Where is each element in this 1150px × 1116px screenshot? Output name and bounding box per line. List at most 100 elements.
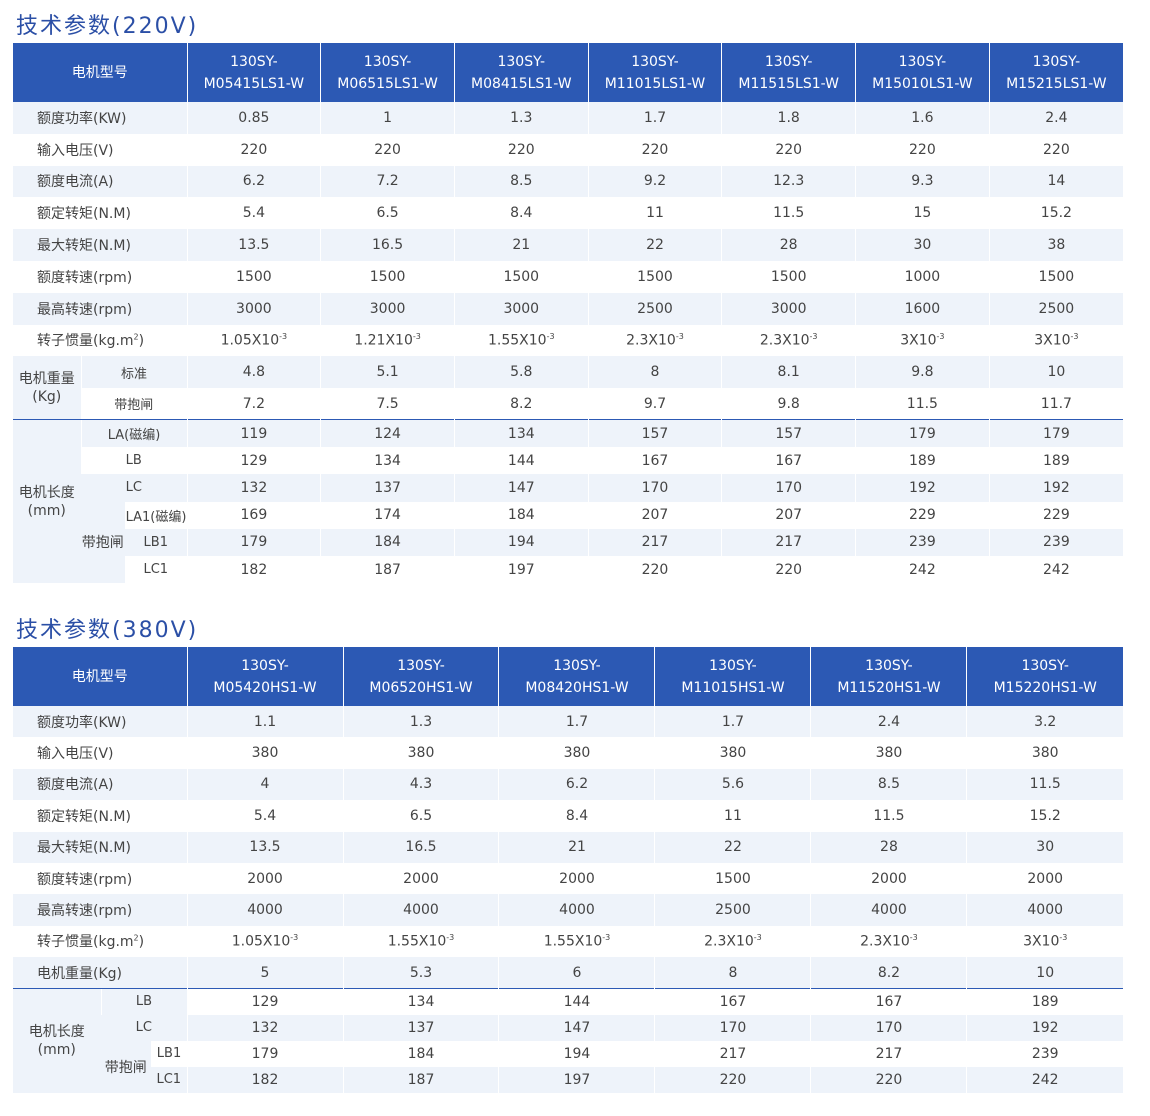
row-label: 额定转矩(N.M) bbox=[13, 800, 188, 832]
inertia-value: 3X10-3 bbox=[966, 925, 1123, 958]
cell-value: 1500 bbox=[654, 862, 811, 895]
model-code: M06520HS1-W bbox=[369, 679, 473, 696]
inertia-mantissa: 2.3X10 bbox=[704, 933, 754, 950]
cell-value: 179 bbox=[988, 419, 1123, 448]
model-prefix: 130SY- bbox=[1032, 53, 1081, 70]
cell-value: 187 bbox=[320, 555, 455, 584]
spec-row: 额度功率(KW) 1.1 1.3 1.7 1.7 2.4 3.2 bbox=[13, 706, 1123, 738]
inertia-mantissa: 1.21X10 bbox=[354, 332, 413, 349]
cell-value: 5.4 bbox=[186, 800, 343, 832]
model-prefix: 130SY- bbox=[363, 53, 412, 70]
cell-value: 242 bbox=[855, 555, 990, 584]
cell-value: 5.4 bbox=[186, 197, 321, 230]
cell-value: 239 bbox=[855, 528, 990, 556]
length-row: LB1 179 184 194 217 217 239 239 bbox=[13, 528, 1123, 556]
cell-value: 11.5 bbox=[810, 800, 967, 832]
cell-value: 242 bbox=[988, 555, 1123, 584]
inertia-mantissa: 2.3X10 bbox=[626, 332, 676, 349]
cell-value: 22 bbox=[654, 831, 811, 863]
cell-value: 2000 bbox=[186, 862, 343, 895]
cell-value: 3000 bbox=[721, 292, 856, 325]
length-sub-label: LC1 bbox=[125, 555, 188, 584]
inertia-value: 2.3X10-3 bbox=[721, 324, 856, 357]
cell-value: 8 bbox=[587, 356, 722, 389]
cell-value: 184 bbox=[453, 501, 589, 529]
brake-group-label: 带抱闸 bbox=[81, 501, 125, 584]
cell-value: 7.2 bbox=[320, 165, 455, 198]
cell-value: 184 bbox=[342, 1040, 499, 1067]
model-prefix: 130SY- bbox=[898, 53, 947, 70]
length-sub-label: LB bbox=[100, 988, 188, 1015]
length-row: LC 132 137 147 170 170 192 192 bbox=[13, 474, 1123, 502]
cell-value: 182 bbox=[186, 555, 321, 584]
spec-row: 额度转速(rpm) 1500 1500 1500 1500 1500 1000 1500 bbox=[13, 260, 1123, 293]
cell-value: 167 bbox=[654, 988, 811, 1015]
inertia-label-sup: 2 bbox=[133, 933, 139, 943]
cell-value: 8.1 bbox=[721, 356, 856, 389]
length-sub-label: LB bbox=[81, 447, 188, 475]
inertia-label-end: ) bbox=[138, 934, 145, 951]
cell-value: 1.3 bbox=[453, 102, 589, 134]
row-label: 额度功率(KW) bbox=[13, 102, 188, 134]
cell-value: 8.2 bbox=[810, 957, 967, 989]
cell-value: 169 bbox=[186, 501, 321, 529]
spec-row: 最大转矩(N.M) 13.5 16.5 21 22 28 30 bbox=[13, 831, 1123, 863]
cell-value: 21 bbox=[453, 229, 589, 261]
cell-value: 5 bbox=[186, 957, 343, 989]
cell-value: 5.3 bbox=[342, 957, 499, 989]
row-label: 额度转速(rpm) bbox=[13, 862, 188, 895]
inertia-mantissa: 2.3X10 bbox=[759, 332, 810, 349]
cell-value: 11.7 bbox=[988, 388, 1123, 420]
header-row: 电机型号 130SY- M05420HS1-W 130SY- M06520HS1-W 13… bbox=[13, 647, 1123, 706]
length-sub-label: LC1 bbox=[151, 1066, 188, 1093]
cell-value: 6.5 bbox=[342, 800, 499, 832]
cell-value: 9.2 bbox=[587, 165, 722, 198]
cell-value: 220 bbox=[810, 1066, 967, 1093]
cell-value: 11.5 bbox=[966, 768, 1123, 801]
length-row: 电机长度 (mm) LA(磁编) 119 124 134 157 157 179 179 bbox=[13, 419, 1123, 584]
cell-value: 2000 bbox=[498, 862, 655, 895]
cell-value: 10 bbox=[966, 957, 1123, 989]
length-row: 电机长度 (mm) LB 129 134 144 167 167 189 bbox=[13, 988, 1123, 1093]
cell-value: 8 bbox=[654, 957, 811, 989]
cell-value: 220 bbox=[721, 555, 856, 584]
weight-row: 带抱闸 7.2 7.5 8.2 9.7 9.8 11.5 11.7 bbox=[13, 388, 1123, 420]
cell-value: 220 bbox=[587, 555, 722, 584]
cell-value: 380 bbox=[342, 737, 499, 769]
length-row: LB 129 134 144 167 167 189 189 bbox=[13, 447, 1123, 475]
row-label: 最大转矩(N.M) bbox=[13, 831, 188, 863]
cell-value: 137 bbox=[342, 1014, 499, 1041]
inertia-value: 3X10-3 bbox=[988, 324, 1123, 357]
cell-value: 220 bbox=[855, 133, 990, 166]
spec-row: 额定转矩(N.M) 5.4 6.5 8.4 11 11.5 15 15.2 bbox=[13, 197, 1123, 230]
cell-value: 2000 bbox=[342, 862, 499, 895]
cell-value: 15.2 bbox=[988, 197, 1123, 230]
length-row: LC1 182 187 197 220 220 242 bbox=[13, 1066, 1123, 1093]
cell-value: 124 bbox=[320, 419, 455, 448]
row-label: 最高转速(rpm) bbox=[13, 292, 188, 325]
length-sub-label: LA1(磁编) bbox=[124, 501, 188, 529]
row-label: 最高转速(rpm) bbox=[13, 894, 188, 926]
spec-table-220v: 电机型号 130SY- M05415LS1-W 130SY- M06515LS1-W 13… bbox=[13, 43, 1123, 584]
cell-value: 239 bbox=[966, 1040, 1123, 1067]
spec-table-380v: 电机型号 130SY- M05420HS1-W 130SY- M06520HS1-W 13… bbox=[13, 647, 1123, 1093]
length-group: 电机长度 bbox=[28, 1023, 85, 1040]
cell-value: 11 bbox=[654, 800, 811, 832]
cell-value: 0.85 bbox=[186, 102, 321, 134]
cell-value: 179 bbox=[186, 1040, 343, 1067]
model-header: 130SY- M06520HS1-W bbox=[342, 647, 499, 706]
cell-value: 134 bbox=[342, 988, 499, 1015]
cell-value: 207 bbox=[587, 501, 722, 529]
cell-value: 1500 bbox=[320, 260, 455, 293]
cell-value: 3000 bbox=[320, 292, 455, 325]
inertia-value: 1.55X10-3 bbox=[453, 324, 589, 357]
cell-value: 197 bbox=[453, 555, 589, 584]
cell-value: 137 bbox=[320, 474, 455, 502]
cell-value: 144 bbox=[453, 447, 589, 475]
inertia-value: 1.05X10-3 bbox=[186, 324, 321, 357]
cell-value: 217 bbox=[587, 528, 722, 556]
cell-value: 239 bbox=[988, 528, 1123, 556]
cell-value: 2.4 bbox=[988, 102, 1123, 134]
cell-value: 242 bbox=[966, 1066, 1123, 1093]
cell-value: 220 bbox=[988, 133, 1123, 166]
